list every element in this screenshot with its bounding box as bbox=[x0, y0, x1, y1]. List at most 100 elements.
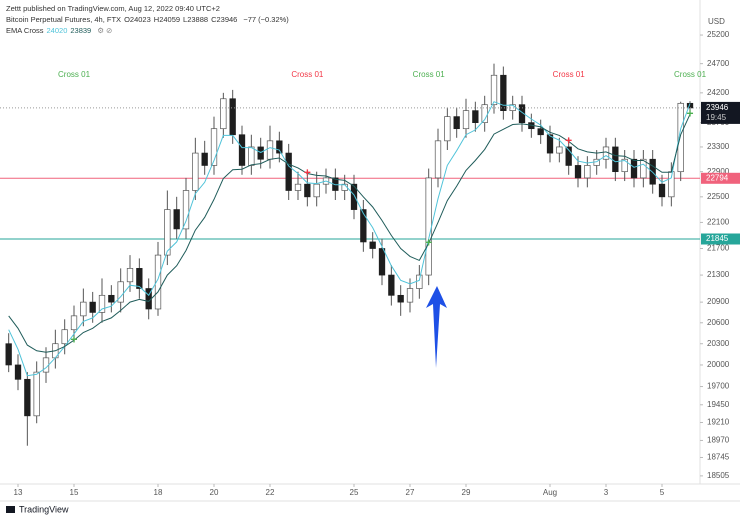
candle-body bbox=[70, 315, 78, 331]
annotation-label: Cross 01 bbox=[58, 70, 91, 79]
candle-body bbox=[201, 152, 208, 166]
ohlc-row: Bitcoin Perpetual Futures, 4h, FTX O24023… bbox=[6, 14, 292, 25]
ema-line bbox=[8, 114, 691, 353]
y-tick-label: 22500 bbox=[707, 192, 730, 201]
candle-body bbox=[229, 98, 236, 136]
last-price-label: 23946 bbox=[706, 103, 729, 112]
candle-body bbox=[462, 110, 470, 130]
y-tick-label: 18505 bbox=[707, 471, 730, 480]
legend-entry: 23839 bbox=[70, 26, 92, 35]
y-tick-label: 24200 bbox=[707, 88, 730, 97]
y-tick-label: 19450 bbox=[707, 400, 730, 409]
candle-body bbox=[556, 146, 563, 154]
y-tick-label: 24700 bbox=[707, 59, 730, 68]
currency: USD bbox=[708, 17, 725, 26]
y-tick-label: 22100 bbox=[707, 218, 730, 227]
cross-marker: + bbox=[687, 106, 694, 120]
x-tick-label: 27 bbox=[406, 488, 415, 497]
candle-body bbox=[472, 110, 479, 123]
last-price-box bbox=[701, 101, 740, 124]
indicator-row: EMA Cross 24020 23839 ⚙ ⊘ bbox=[6, 26, 113, 35]
cross-marker: + bbox=[71, 332, 78, 346]
y-tick-label: 19210 bbox=[707, 418, 730, 427]
x-tick-label: 5 bbox=[660, 488, 665, 497]
candle-body bbox=[434, 140, 442, 179]
y-tick-label: 21700 bbox=[707, 244, 730, 253]
brand: TradingView bbox=[19, 504, 69, 514]
candle-body bbox=[360, 209, 367, 243]
cross-marker: + bbox=[304, 166, 311, 180]
ema-line bbox=[8, 101, 691, 377]
y-tick-label: 25200 bbox=[707, 30, 730, 39]
x-tick-label: 25 bbox=[350, 488, 359, 497]
annotation-label: Cross 01 bbox=[291, 70, 324, 79]
legend-entry: 24020 bbox=[46, 26, 68, 35]
x-tick-label: 15 bbox=[70, 488, 79, 497]
publisher: Zettt published on TradingView.com, Aug … bbox=[6, 4, 220, 13]
candle-body bbox=[285, 152, 292, 191]
candle-body bbox=[276, 140, 283, 154]
ohlc-value: 24059 bbox=[159, 15, 181, 24]
candle-body bbox=[444, 116, 451, 142]
candle-body bbox=[378, 248, 386, 276]
indicator: EMA Cross bbox=[6, 26, 44, 35]
candle-body bbox=[677, 102, 684, 173]
candle-body bbox=[89, 301, 96, 313]
ohlc-value: 24023 bbox=[129, 15, 151, 24]
y-tick-label: 21300 bbox=[707, 270, 730, 279]
candle-body bbox=[621, 158, 628, 173]
annotation-label: Cross 01 bbox=[413, 70, 446, 79]
candle-body bbox=[248, 146, 255, 166]
candle-body bbox=[173, 209, 180, 230]
candle-body bbox=[117, 281, 124, 303]
y-tick-label: 18970 bbox=[707, 436, 730, 445]
candle-body bbox=[24, 378, 31, 417]
y-tick-label: 22900 bbox=[707, 167, 730, 176]
title: Bitcoin Perpetual Futures, 4h, FTX bbox=[6, 15, 122, 24]
candle-body bbox=[164, 209, 171, 256]
candle-body bbox=[546, 134, 554, 154]
candle-body bbox=[453, 116, 460, 130]
candle-body bbox=[98, 294, 106, 313]
logo bbox=[6, 506, 15, 513]
candle-body bbox=[406, 288, 414, 303]
candle-body bbox=[33, 371, 40, 417]
candle-body bbox=[490, 74, 498, 106]
candle-body bbox=[518, 104, 526, 123]
y-tick-label: 18745 bbox=[707, 453, 730, 462]
candle-body bbox=[584, 165, 591, 179]
candle-body bbox=[565, 146, 572, 166]
candle-body bbox=[304, 183, 311, 198]
candle-body bbox=[397, 294, 404, 303]
candle-body bbox=[500, 74, 507, 112]
ohlc: O24023 H24059 L23888 C23946 bbox=[124, 15, 240, 24]
candle-body bbox=[294, 183, 302, 191]
candle-body bbox=[192, 152, 199, 191]
arrow bbox=[426, 286, 447, 368]
change: −77 (−0.32%) bbox=[243, 15, 289, 24]
candle-body bbox=[154, 254, 162, 310]
ohlc-label: O bbox=[124, 15, 130, 24]
candle-body bbox=[80, 301, 87, 317]
x-tick-label: 3 bbox=[604, 488, 609, 497]
ohlc-value: 23946 bbox=[216, 15, 238, 24]
cross-marker: + bbox=[425, 235, 432, 249]
x-tick-label: 29 bbox=[462, 488, 471, 497]
candle-body bbox=[630, 158, 638, 179]
x-tick-label: 20 bbox=[210, 488, 219, 497]
ohlc-value: 23888 bbox=[187, 15, 209, 24]
candle-body bbox=[537, 128, 544, 136]
y-tick-label: 20900 bbox=[707, 297, 730, 306]
candle-body bbox=[350, 183, 358, 210]
candle-body bbox=[425, 177, 432, 276]
x-tick-label: 22 bbox=[266, 488, 275, 497]
candle-body bbox=[210, 128, 218, 166]
candle-body bbox=[61, 329, 68, 345]
ohlc-label: C bbox=[211, 15, 217, 24]
candle-body bbox=[416, 274, 423, 289]
x-tick-label: 18 bbox=[154, 488, 163, 497]
annotation-label: Cross 01 bbox=[674, 70, 707, 79]
x-tick-label: Aug bbox=[543, 488, 557, 497]
